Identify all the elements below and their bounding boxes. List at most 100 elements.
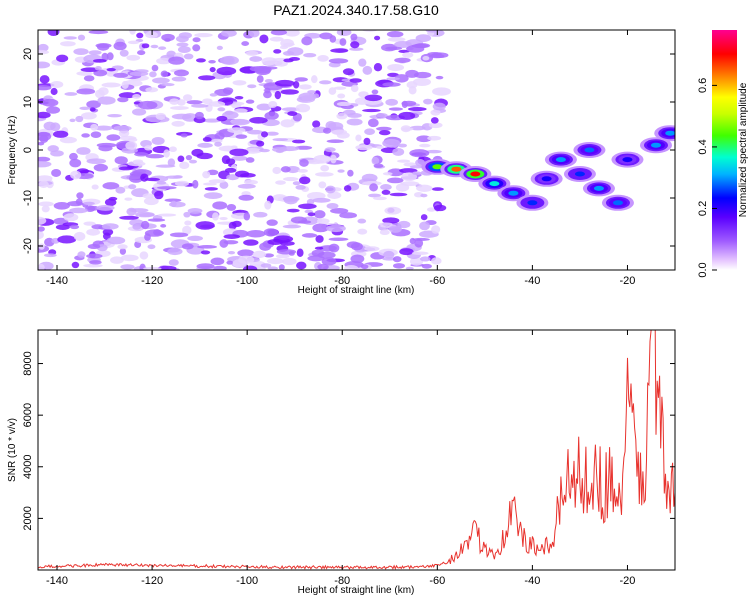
noise-blob (87, 205, 100, 211)
noise-blob (430, 109, 441, 116)
noise-blob (248, 30, 260, 38)
signal-blob (527, 200, 538, 206)
noise-blob (43, 121, 56, 131)
noise-blob (59, 136, 77, 144)
noise-blob (317, 263, 329, 270)
noise-blob (145, 153, 165, 159)
noise-blob (295, 103, 311, 113)
noise-blob (267, 266, 279, 270)
noise-blob (398, 111, 416, 120)
noise-blob (106, 134, 121, 141)
noise-blob (355, 144, 373, 151)
snr-x-ticks: -140 -120 -100 -80 -60 -40 -20 (46, 330, 635, 587)
x-tick-label: -20 (620, 575, 636, 587)
noise-blob (219, 181, 229, 189)
noise-blob (234, 96, 244, 100)
noise-blob (98, 87, 109, 96)
noise-blob (38, 156, 51, 162)
noise-blob (276, 254, 290, 259)
noise-blob (192, 44, 201, 52)
noise-blob (87, 243, 101, 250)
noise-blob (382, 257, 396, 261)
noise-blob (169, 146, 177, 153)
noise-blob (227, 127, 246, 134)
noise-blob (69, 152, 78, 161)
noise-blob (379, 222, 393, 227)
noise-blob (101, 223, 119, 230)
signal-blob (622, 157, 633, 163)
noise-blob (203, 182, 217, 186)
signal-blob (489, 181, 500, 187)
noise-blob (399, 248, 414, 256)
noise-blob (76, 88, 96, 95)
noise-blob (299, 176, 311, 185)
noise-blob (216, 66, 237, 76)
noise-blob (198, 75, 216, 81)
noise-blob (176, 99, 186, 106)
noise-blob (197, 142, 213, 148)
noise-blob (237, 183, 256, 189)
noise-blob (409, 165, 424, 169)
noise-blob (264, 87, 271, 94)
noise-blob (102, 182, 120, 190)
noise-blob (380, 184, 392, 191)
noise-blob (113, 41, 127, 51)
noise-blob (88, 30, 109, 35)
noise-blob (347, 169, 354, 177)
noise-blob (86, 253, 103, 259)
noise-blob (214, 88, 233, 97)
noise-blob (349, 78, 362, 83)
noise-blob (50, 80, 64, 89)
noise-blob (69, 158, 82, 168)
noise-blob (183, 211, 191, 218)
noise-blob (363, 137, 371, 146)
noise-blob (189, 159, 198, 164)
noise-blob (347, 113, 362, 118)
noise-blob (394, 74, 409, 83)
noise-blob (425, 30, 440, 33)
noise-blob (69, 118, 76, 123)
noise-blob (114, 156, 128, 165)
noise-blob (110, 256, 124, 264)
noise-blob (145, 87, 159, 93)
x-tick-label: -80 (334, 575, 350, 587)
noise-blob (38, 243, 45, 250)
noise-blob (327, 191, 342, 200)
noise-blob (144, 177, 160, 182)
noise-blob (273, 235, 294, 243)
noise-blob (195, 58, 206, 63)
signal-blob (432, 164, 443, 170)
noise-blob (367, 118, 379, 128)
noise-blob (223, 234, 241, 240)
signal-blob (508, 190, 519, 196)
noise-blob (398, 49, 410, 53)
noise-blob (194, 111, 204, 120)
noise-blob (38, 61, 51, 69)
noise-blob (38, 201, 54, 207)
noise-blob (313, 154, 331, 164)
noise-blob (69, 207, 88, 214)
noise-blob (432, 102, 446, 111)
noise-blob (299, 158, 309, 167)
noise-blob (166, 50, 176, 58)
noise-blob (384, 206, 402, 215)
noise-blob (253, 211, 268, 218)
noise-blob (118, 92, 137, 99)
x-tick-label: -120 (141, 575, 163, 587)
noise-blob (336, 101, 352, 107)
noise-blob (269, 36, 284, 42)
noise-blob (382, 138, 401, 148)
noise-blob (121, 80, 129, 89)
snr-series-line (38, 330, 675, 570)
noise-blob (266, 219, 278, 226)
noise-blob (303, 53, 317, 58)
noise-blob (203, 192, 223, 199)
noise-blob (177, 155, 185, 163)
noise-blob (141, 43, 150, 49)
colorbar-tick-label: 0.0 (697, 262, 709, 277)
noise-blob (182, 225, 192, 235)
noise-blob (144, 145, 153, 151)
noise-blob (184, 220, 192, 226)
y-tick-label: 0 (22, 147, 34, 153)
noise-blob (242, 265, 258, 270)
